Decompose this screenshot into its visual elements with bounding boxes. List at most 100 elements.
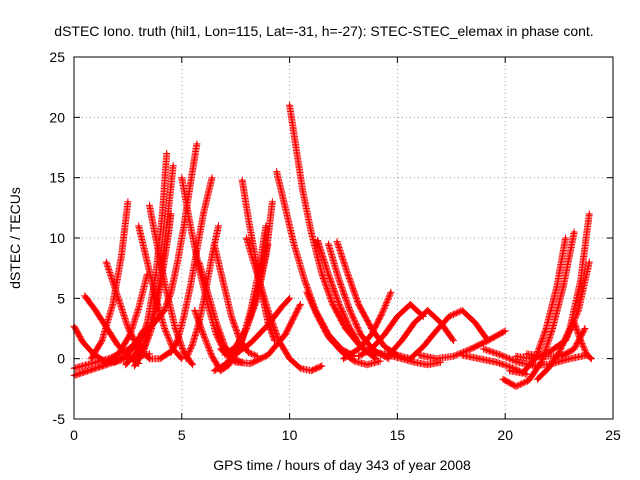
axis-ticks xyxy=(73,56,614,420)
data-point xyxy=(426,363,429,366)
data-point xyxy=(107,359,110,363)
series-trace xyxy=(303,288,384,369)
x-tick-label: 0 xyxy=(70,427,78,443)
data-point xyxy=(292,242,296,246)
series-trace xyxy=(130,162,177,363)
data-point xyxy=(417,353,421,357)
data-point xyxy=(447,315,451,318)
y-axis-label: dSTEC / TECUs xyxy=(7,187,23,289)
data-point xyxy=(126,326,130,329)
data-point xyxy=(234,345,237,348)
data-point xyxy=(163,309,166,312)
data-point xyxy=(223,345,227,348)
data-point xyxy=(169,212,173,216)
data-point xyxy=(184,357,188,360)
series-markers xyxy=(130,162,177,363)
data-point xyxy=(128,333,132,336)
data-point xyxy=(118,351,121,354)
data-point xyxy=(169,351,173,354)
data-point xyxy=(133,357,136,360)
series-trace xyxy=(243,234,326,375)
data-point xyxy=(542,355,546,358)
data-point xyxy=(585,353,589,357)
data-point xyxy=(279,306,283,310)
series-trace xyxy=(415,327,509,363)
chart-title: dSTEC Iono. truth (hil1, Lon=115, Lat=-3… xyxy=(54,23,593,39)
data-point xyxy=(573,230,576,234)
series-trace xyxy=(340,288,395,363)
data-point xyxy=(105,260,108,264)
data-point xyxy=(338,303,341,306)
data-point xyxy=(264,254,268,258)
data-point xyxy=(353,359,356,363)
data-point xyxy=(221,279,224,282)
data-point xyxy=(379,359,382,363)
data-point xyxy=(150,327,153,330)
x-axis-label: GPS time / hours of day 343 of year 2008 xyxy=(213,457,471,473)
data-point xyxy=(516,361,520,364)
data-point xyxy=(195,142,199,146)
data-point xyxy=(111,303,115,306)
data-point xyxy=(400,357,403,360)
data-point xyxy=(460,353,464,357)
data-point xyxy=(193,309,196,312)
data-point xyxy=(266,353,270,357)
data-point xyxy=(320,273,324,276)
data-point xyxy=(469,347,472,351)
series-trace xyxy=(506,234,570,377)
data-point xyxy=(452,339,455,342)
data-point xyxy=(202,333,205,336)
data-point xyxy=(210,176,214,179)
data-point xyxy=(137,306,140,310)
data-point xyxy=(146,321,149,324)
data-point xyxy=(452,355,455,358)
data-point xyxy=(301,188,304,191)
data-point xyxy=(316,239,319,242)
data-point xyxy=(288,357,291,360)
data-point xyxy=(573,321,576,324)
data-point xyxy=(525,373,528,376)
data-point xyxy=(327,242,330,246)
data-point xyxy=(560,355,563,358)
data-point xyxy=(396,315,399,318)
data-point xyxy=(241,178,244,182)
data-point xyxy=(210,254,214,258)
series-trace xyxy=(232,294,294,358)
data-point xyxy=(508,369,511,372)
data-point xyxy=(180,357,183,360)
data-point xyxy=(169,291,173,294)
series-trace xyxy=(87,198,132,363)
data-point xyxy=(215,321,218,324)
data-point xyxy=(536,378,539,381)
data-point xyxy=(482,347,485,351)
data-point xyxy=(249,341,252,345)
data-point xyxy=(256,297,259,300)
data-point xyxy=(288,297,291,300)
x-tick-label: 15 xyxy=(390,427,406,443)
data-point xyxy=(335,240,339,243)
data-point xyxy=(370,333,373,336)
data-point xyxy=(284,206,287,209)
series-trace xyxy=(385,306,457,359)
data-point xyxy=(338,279,341,282)
data-point xyxy=(115,343,119,346)
data-point xyxy=(212,369,216,372)
data-point xyxy=(439,361,442,364)
data-point xyxy=(167,230,171,234)
x-tick-label: 20 xyxy=(497,427,513,443)
data-point xyxy=(180,176,183,179)
data-point xyxy=(176,260,179,264)
data-point xyxy=(266,323,270,327)
series-trace xyxy=(355,300,427,360)
data-point xyxy=(83,294,87,298)
data-point xyxy=(547,367,550,370)
data-point xyxy=(590,357,593,360)
data-point xyxy=(137,224,140,228)
series-trace xyxy=(314,236,380,363)
data-point xyxy=(426,309,429,312)
data-point xyxy=(310,230,313,234)
data-point xyxy=(478,357,481,360)
data-point xyxy=(389,291,393,294)
x-tick-label: 5 xyxy=(178,427,186,443)
data-point xyxy=(316,315,319,318)
